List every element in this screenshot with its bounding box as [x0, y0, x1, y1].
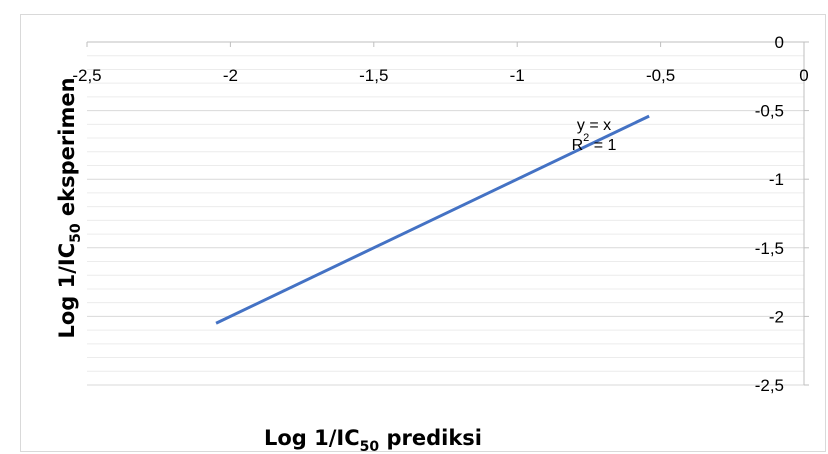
y-axis-title-suffix: eksperimen	[55, 77, 79, 223]
y-axis-title: Log 1/IC50 eksperimen	[55, 77, 84, 338]
y-axis-title-prefix: Log 1/IC	[55, 243, 79, 339]
series-line	[215, 114, 650, 325]
y-tick-labels: 0 -0,5 -1 -1,5 -2 -2,5	[755, 33, 784, 395]
chart-frame	[20, 14, 826, 452]
y-tick-label: -2,5	[755, 376, 784, 395]
x-tick-labels: -2,5 -2 -1,5 -1 -0,5 0	[72, 66, 808, 85]
y-axis-title-sub: 50	[68, 223, 84, 243]
x-tick-label: -2	[223, 66, 238, 85]
x-tick-label: -1	[510, 66, 525, 85]
x-axis-title-sub: 50	[360, 439, 380, 454]
y-tick-label: -1	[769, 170, 784, 189]
x-axis-title-suffix: prediksi	[379, 426, 482, 450]
x-tick-label: 0	[799, 66, 808, 85]
minor-gridlines	[87, 55, 804, 372]
axes	[86, 41, 809, 386]
series-lines	[215, 114, 650, 325]
x-tick-label: -2,5	[72, 66, 101, 85]
r-squared-suffix: = 1	[589, 137, 616, 154]
x-axis-title-prefix: Log 1/IC	[264, 426, 360, 450]
major-gridlines	[87, 110, 804, 386]
r-squared-sup: 2	[583, 132, 589, 144]
x-tick-label: -1,5	[359, 66, 388, 85]
x-axis-title: Log 1/IC50 prediksi	[264, 426, 482, 454]
y-tick-label: 0	[775, 33, 784, 52]
x-tick-label: -0,5	[646, 66, 675, 85]
y-tick-label: -2	[769, 307, 784, 326]
y-tick-label: -1,5	[755, 239, 784, 258]
y-tick-label: -0,5	[755, 102, 784, 121]
r-squared-label: R2 = 1	[572, 132, 617, 154]
trendline-equation: y = x	[577, 117, 611, 134]
r-squared-prefix: R	[572, 137, 584, 154]
